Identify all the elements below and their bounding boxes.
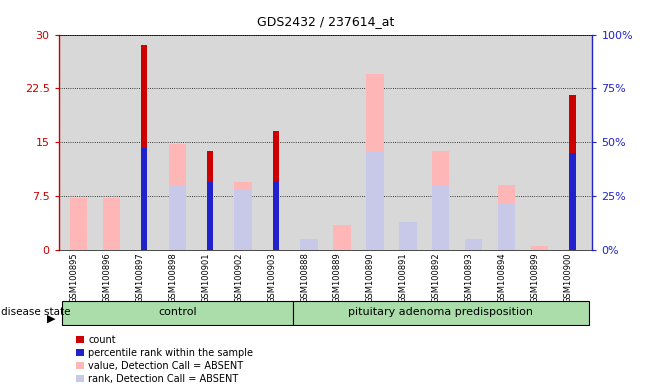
Bar (234, 189, 252, 250)
Text: GSM100899: GSM100899 (531, 252, 540, 303)
Bar (531, 246, 548, 250)
Bar (141, 45, 147, 250)
Bar (367, 151, 383, 250)
Bar (234, 182, 252, 250)
Bar (292, 301, 589, 325)
Text: GSM100903: GSM100903 (267, 252, 276, 303)
Text: GSM100900: GSM100900 (564, 252, 573, 303)
Legend: count, percentile rank within the sample, value, Detection Call = ABSENT, rank, : count, percentile rank within the sample… (76, 335, 253, 384)
Bar (570, 96, 576, 250)
Bar (498, 185, 516, 250)
Text: control: control (158, 308, 197, 318)
Bar (333, 225, 351, 250)
Bar (62, 301, 292, 325)
Bar (103, 198, 120, 250)
Text: GSM100897: GSM100897 (135, 252, 145, 303)
Text: GSM100891: GSM100891 (399, 252, 408, 303)
Bar (367, 74, 383, 250)
Text: GSM100901: GSM100901 (201, 252, 210, 303)
Text: GDS2432 / 237614_at: GDS2432 / 237614_at (256, 15, 395, 28)
Text: GSM100894: GSM100894 (498, 252, 506, 303)
Bar (141, 148, 147, 250)
Bar (465, 239, 482, 250)
Bar (570, 153, 576, 250)
Bar (169, 144, 186, 250)
Bar (399, 222, 417, 250)
Text: GSM100898: GSM100898 (168, 252, 177, 303)
Bar (70, 198, 87, 250)
Text: GSM100889: GSM100889 (333, 252, 342, 303)
Bar (432, 151, 449, 250)
Bar (207, 151, 214, 250)
Bar (300, 239, 318, 250)
Text: GSM100890: GSM100890 (366, 252, 375, 303)
Bar (207, 182, 214, 250)
Text: disease state: disease state (1, 306, 70, 317)
Bar (498, 203, 516, 250)
Bar (273, 131, 279, 250)
Text: GSM100892: GSM100892 (432, 252, 441, 303)
Text: ▶: ▶ (47, 313, 55, 323)
Bar (432, 185, 449, 250)
Text: GSM100895: GSM100895 (70, 252, 78, 303)
Text: GSM100896: GSM100896 (102, 252, 111, 303)
Bar (273, 182, 279, 250)
Bar (399, 222, 417, 250)
Text: GSM100893: GSM100893 (465, 252, 474, 303)
Bar (169, 185, 186, 250)
Text: GSM100888: GSM100888 (300, 252, 309, 303)
Text: pituitary adenoma predisposition: pituitary adenoma predisposition (348, 308, 533, 318)
Text: GSM100902: GSM100902 (234, 252, 243, 303)
